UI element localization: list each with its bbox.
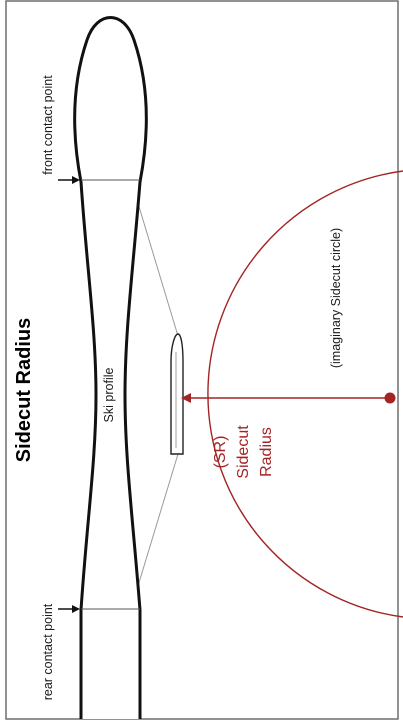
- radius-label-radius: Radius: [258, 427, 275, 477]
- ski-profile-outline: [73, 16, 148, 719]
- front-contact-arrowhead: [72, 176, 80, 184]
- radius-label-sidecut: Sidecut: [235, 425, 252, 479]
- front-contact-label: front contact point: [41, 75, 55, 175]
- radius-label-abbrev: (SR): [212, 436, 229, 469]
- diagram-frame: [5, 0, 399, 720]
- radius-arrowhead: [181, 393, 191, 403]
- mini-ski-outline: [170, 333, 184, 455]
- sidecut-circle-arc: [207, 170, 403, 618]
- rear-contact-arrowhead: [72, 605, 80, 613]
- rear-contact-label: rear contact point: [41, 603, 55, 700]
- ski-profile-label: Ski profile: [102, 368, 116, 423]
- circle-center-dot: [384, 392, 396, 404]
- sidecut-circle-label: (imaginary Sidecut circle): [329, 228, 343, 368]
- diagram-title: Sidecut Radius: [13, 318, 35, 462]
